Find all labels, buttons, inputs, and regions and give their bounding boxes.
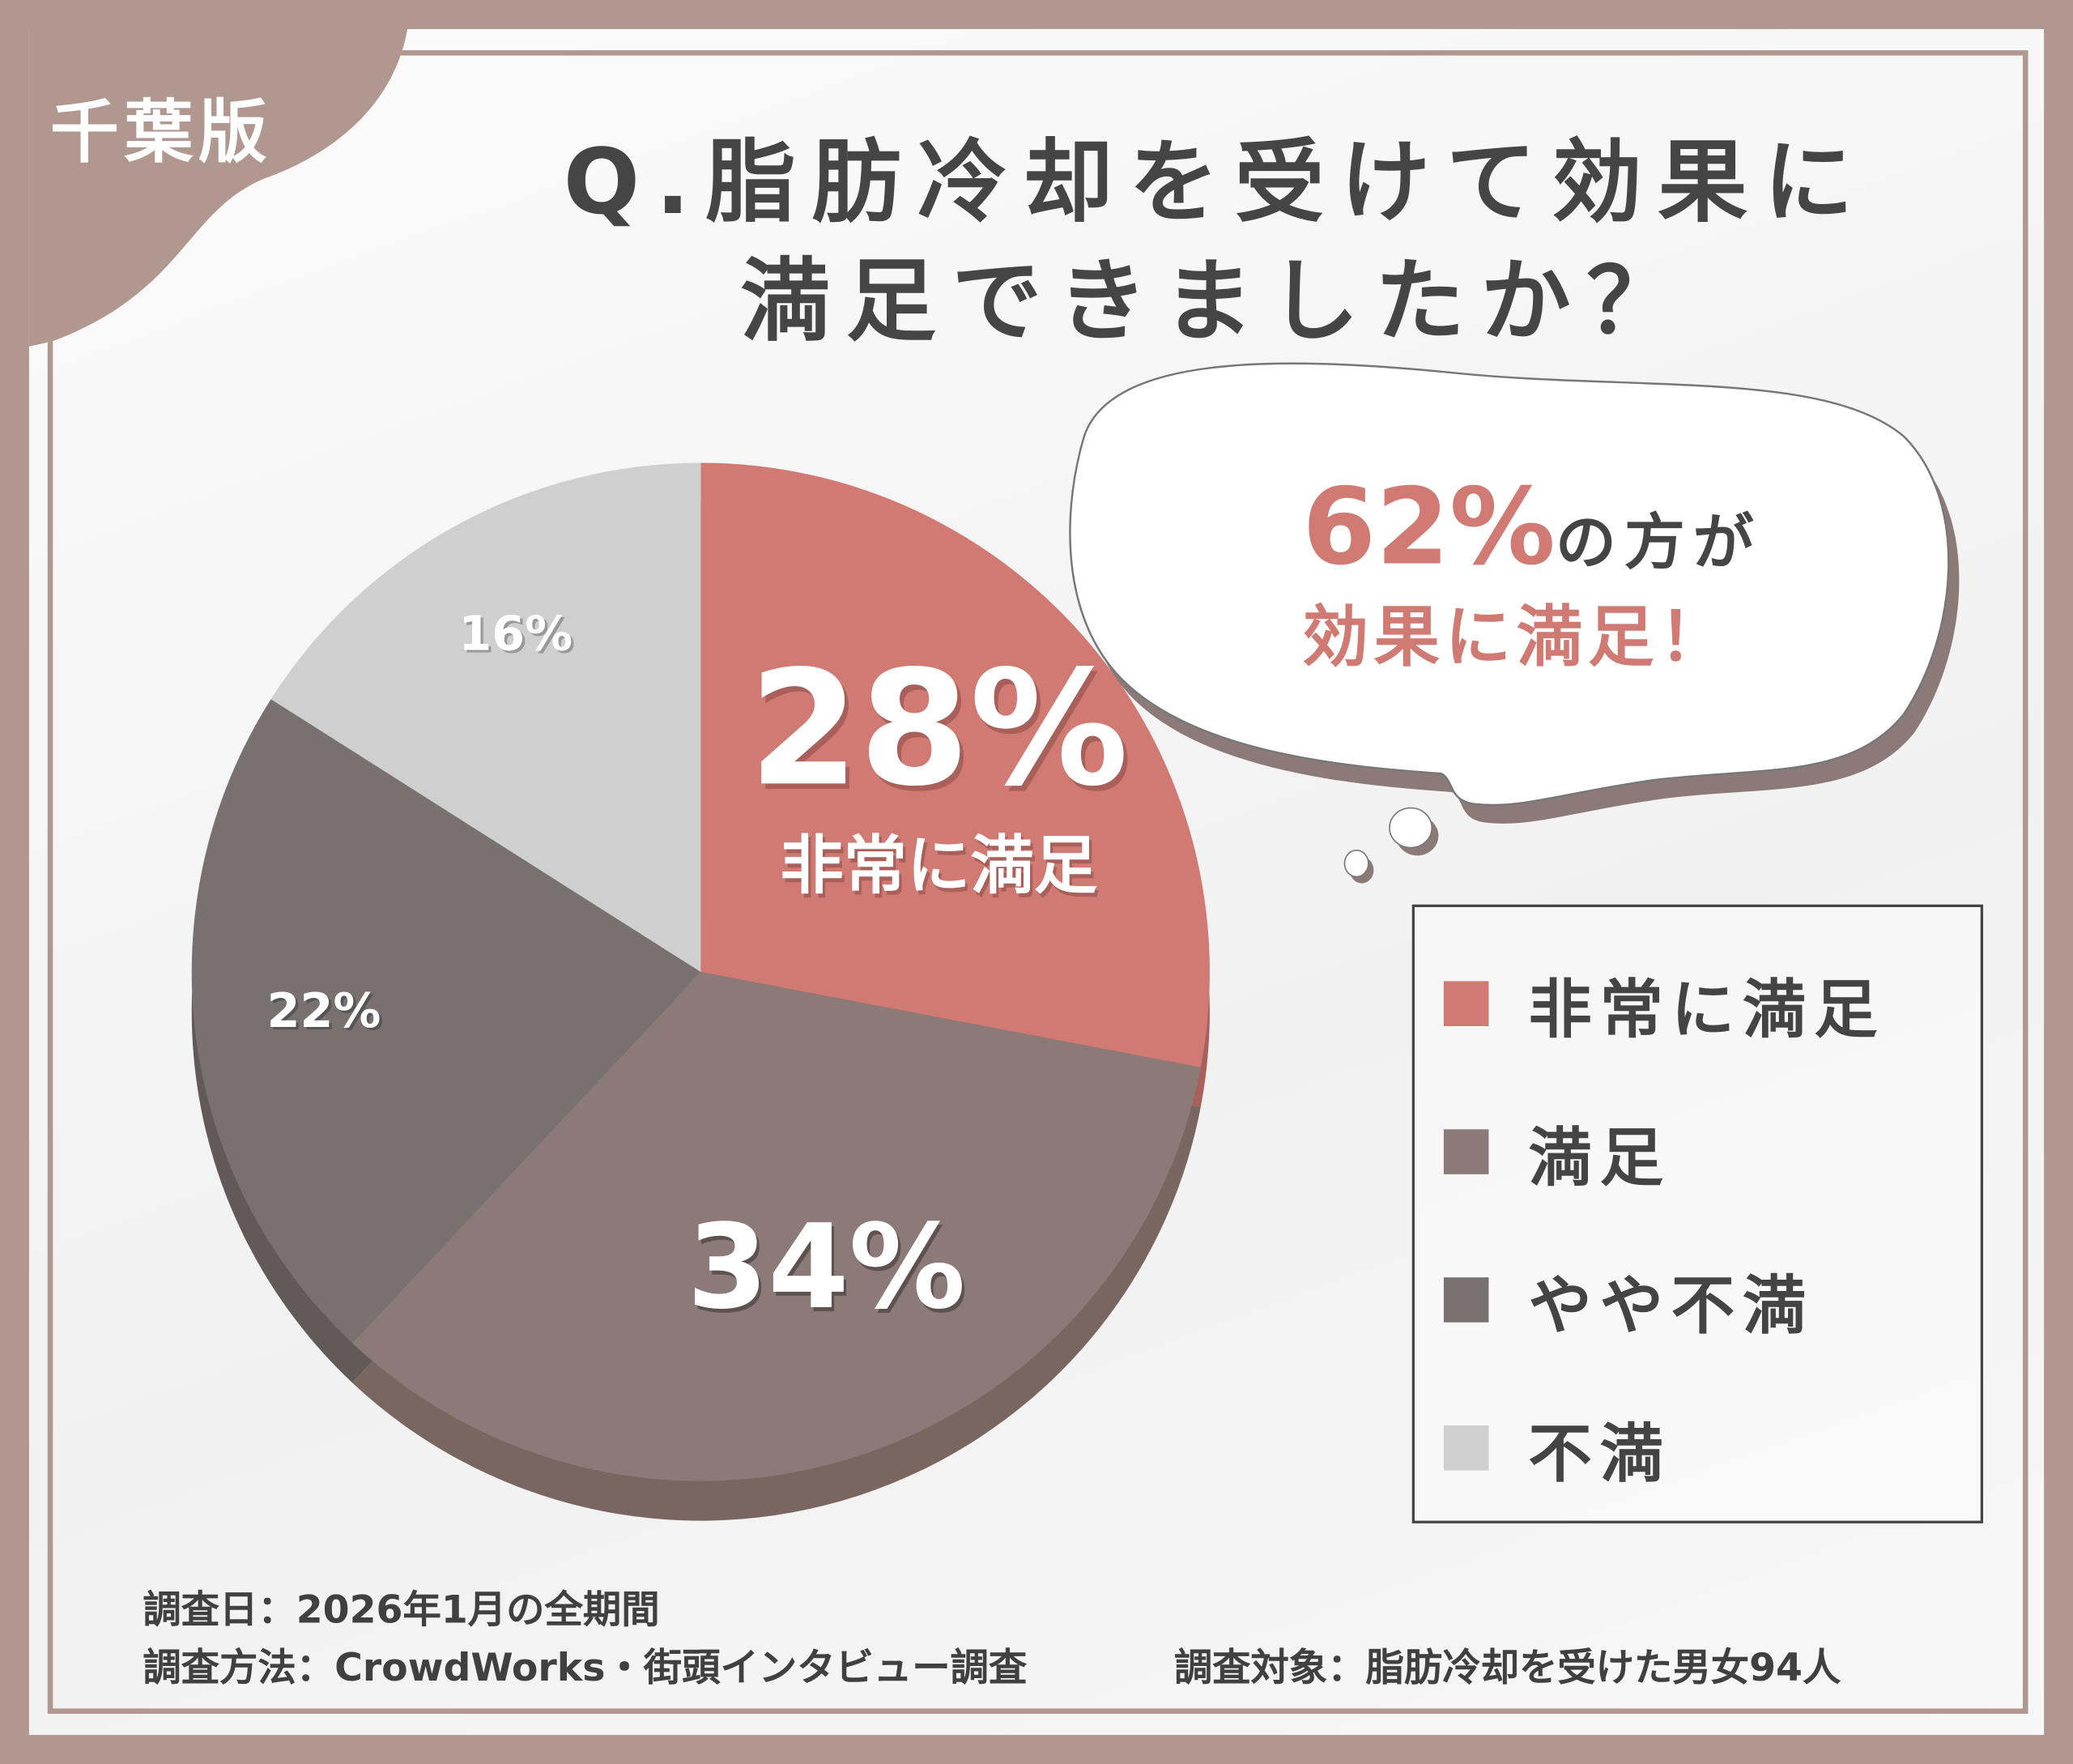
legend-swatch	[1443, 1277, 1489, 1323]
legend-item-very-satisfied: 非常に満足	[1443, 957, 1886, 1050]
callout-percent: 62%	[1302, 465, 1556, 589]
callout-line-2: 効果に満足！	[1302, 599, 1731, 676]
corner-tab	[0, 0, 411, 347]
survey-target: 調査対象：脂肪冷却を受けた男女94人	[1173, 1645, 1841, 1690]
title-line-2: 満足できましたか？	[740, 249, 1692, 355]
pie-slice-satisfied	[352, 972, 1201, 1481]
legend-item-dissatisfied: 不満	[1443, 1402, 1671, 1494]
pie-slice-dissatisfied	[270, 462, 701, 973]
region-badge: 千葉版	[50, 93, 273, 173]
slice-highlight-label: 非常に満足	[780, 829, 1098, 904]
title-line-1: Q.脂肪冷却を受けて効果に	[563, 130, 1870, 236]
legend-label: 非常に満足	[1528, 973, 1886, 1048]
survey-date: 調査日：2026年1月の全期間	[143, 1587, 660, 1632]
inner-border	[47, 50, 2028, 1714]
callout-suffix: の方が	[1555, 506, 1762, 578]
legend-label: やや不満	[1528, 1269, 1815, 1344]
legend-label: 満足	[1528, 1121, 1671, 1195]
legend-swatch	[1443, 1129, 1489, 1174]
callout-line-1: 62%の方が	[1302, 466, 1761, 589]
pie-slice-very-satisfied	[700, 462, 1210, 1067]
legend-swatch	[1443, 981, 1489, 1026]
legend-item-slightly-dissatisfied: やや不満	[1443, 1254, 1815, 1346]
legend-item-satisfied: 満足	[1443, 1106, 1671, 1198]
legend-swatch	[1443, 1425, 1489, 1471]
slice-label-very-satisfied: 28%	[748, 637, 1129, 822]
survey-method: 調査方法：CrowdWorks・街頭インタビュー調査	[143, 1645, 1028, 1690]
slice-label-satisfied: 34%	[687, 1199, 966, 1336]
slice-label-dissatisfied: 16%	[458, 607, 573, 663]
legend-label: 不満	[1528, 1417, 1671, 1492]
slice-label-slightly-dissatisfied: 22%	[266, 984, 381, 1039]
legend: 非常に満足 満足 やや不満 不満	[1411, 904, 1984, 1523]
pie-slice-slightly-dissatisfied	[191, 699, 701, 1344]
